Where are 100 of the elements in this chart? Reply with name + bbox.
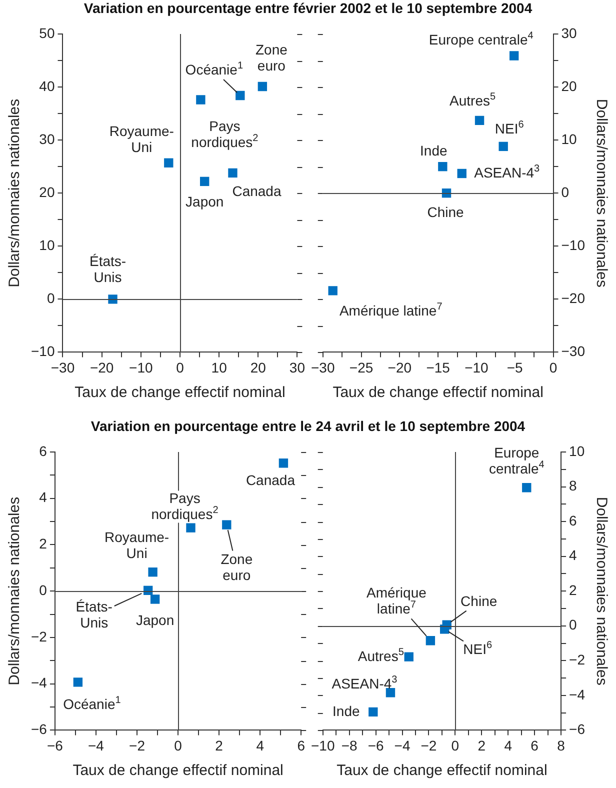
- y2-tick-label: 10: [569, 442, 585, 459]
- point: [474, 116, 484, 126]
- y-tick-label: −2: [30, 628, 48, 644]
- x-tick-label: −25: [349, 359, 374, 376]
- x-tick-label: 2: [478, 737, 486, 754]
- series-label: Canada: [246, 472, 296, 488]
- y-tick-label: −4: [30, 674, 48, 691]
- x-tick-label: −5: [506, 359, 524, 376]
- series-label: Inde: [420, 142, 448, 159]
- x-tick-label: −10: [464, 359, 489, 376]
- series-label: Japon: [136, 612, 174, 628]
- y2-tick-label: 4: [569, 547, 578, 564]
- point: [164, 158, 174, 168]
- point: [200, 176, 210, 186]
- x-axis-title: Taux de change effectif nominal: [336, 762, 548, 780]
- series-label: Japon: [186, 193, 224, 210]
- y-tick-label: 4: [39, 489, 48, 506]
- x-tick-label: 0: [549, 359, 558, 376]
- y2-tick-label: 10: [561, 130, 578, 147]
- x-tick-label: −10: [311, 737, 335, 754]
- y-tick-label: 50: [39, 24, 55, 41]
- x-tick-label: −15: [426, 359, 450, 376]
- x-tick-label: −8: [341, 737, 358, 754]
- chart-title: Variation en pourcentage entre le 24 avril et le 10 septembre 2004: [90, 418, 526, 434]
- y-tick-label: 0: [39, 582, 48, 598]
- y2-tick-label: −6: [569, 721, 586, 738]
- point: [73, 678, 83, 687]
- y2-axis-title: Dollars/monnaies nationales: [592, 496, 610, 686]
- series-label: Canada: [232, 182, 282, 199]
- point: [368, 707, 378, 717]
- point: [278, 458, 288, 468]
- point: [236, 90, 245, 100]
- point: [522, 483, 532, 492]
- point: [196, 95, 206, 104]
- point: [457, 168, 466, 178]
- y-tick-label: 6: [39, 442, 48, 459]
- point: [186, 523, 196, 532]
- point: [328, 286, 338, 296]
- x-tick-label: 0: [451, 737, 460, 754]
- y2-tick-label: 8: [569, 478, 578, 494]
- x-tick-label: −6: [368, 737, 384, 754]
- y2-tick-label: −20: [561, 290, 586, 306]
- series-label: Chine: [427, 204, 464, 220]
- x-tick-label: 2: [215, 737, 224, 754]
- x-axis-title: Taux de change effectif nominal: [72, 762, 284, 780]
- x-tick-label: 8: [557, 737, 566, 754]
- x-tick-label: −30: [311, 359, 335, 376]
- series-label: Inde: [332, 702, 360, 719]
- y2-tick-label: −2: [569, 652, 586, 668]
- series-label: Chine: [460, 592, 498, 609]
- series-label: Royaume-Uni: [104, 529, 170, 562]
- series-label: États-Unis: [89, 253, 126, 286]
- x-tick-label: 4: [256, 737, 264, 754]
- y2-axis-title: Dollars/monnaies nationales: [592, 98, 610, 288]
- x-tick-label: 30: [289, 359, 306, 376]
- x-tick-label: 10: [211, 359, 228, 376]
- y2-tick-label: −10: [561, 236, 586, 253]
- y2-tick-label: 20: [561, 78, 578, 94]
- y-tick-label: 40: [39, 78, 55, 94]
- point: [258, 82, 268, 92]
- x-tick-label: −20: [90, 359, 114, 376]
- y-tick-label: 10: [39, 236, 55, 253]
- x-tick-label: 4: [504, 737, 512, 754]
- y-tick-label: 20: [39, 184, 55, 200]
- x-tick-label: −4: [88, 737, 104, 754]
- y-axis-title: Dollars/monnaies nationales: [6, 496, 24, 686]
- x-tick-label: −20: [388, 359, 412, 376]
- y-axis-title: Dollars/monnaies nationales: [6, 98, 24, 288]
- chart-title: Variation en pourcentage entre février 2002 et le 10 septembre 2004: [82, 0, 534, 16]
- point: [228, 168, 238, 178]
- x-tick-label: 0: [174, 737, 182, 754]
- x-axis-title: Taux de change effectif nominal: [74, 384, 286, 402]
- point: [438, 162, 448, 172]
- y2-tick-label: 0: [569, 616, 578, 633]
- x-tick-label: −4: [394, 737, 410, 754]
- point: [509, 51, 519, 60]
- y2-tick-label: −30: [561, 343, 586, 360]
- series-label: Royaume-Uni: [109, 122, 174, 155]
- x-tick-label: 0: [176, 359, 184, 376]
- text: États-Unis: [76, 598, 113, 630]
- y2-tick-label: 2: [569, 582, 578, 598]
- y2-tick-label: 0: [561, 184, 570, 200]
- x-tick-label: −10: [129, 359, 153, 376]
- y-tick-label: −10: [31, 343, 55, 360]
- series-label: Zone euro: [220, 550, 253, 583]
- x-tick-label: 6: [530, 737, 539, 754]
- x-axis-title: Taux de change effectif nominal: [332, 384, 544, 402]
- x-tick-label: −30: [50, 359, 75, 376]
- x-tick-label: −2: [420, 737, 437, 754]
- point: [404, 652, 414, 662]
- point: [386, 688, 396, 698]
- x-tick-label: 20: [250, 359, 266, 376]
- y-tick-label: 0: [46, 290, 55, 306]
- series-label: Zone euro: [255, 42, 288, 74]
- x-tick-label: 6: [297, 737, 306, 754]
- y2-tick-label: 6: [569, 512, 578, 528]
- y2-tick-label: −4: [569, 686, 586, 702]
- y-tick-label: 2: [39, 536, 48, 552]
- y-tick-label: 30: [39, 130, 55, 147]
- point: [150, 594, 160, 604]
